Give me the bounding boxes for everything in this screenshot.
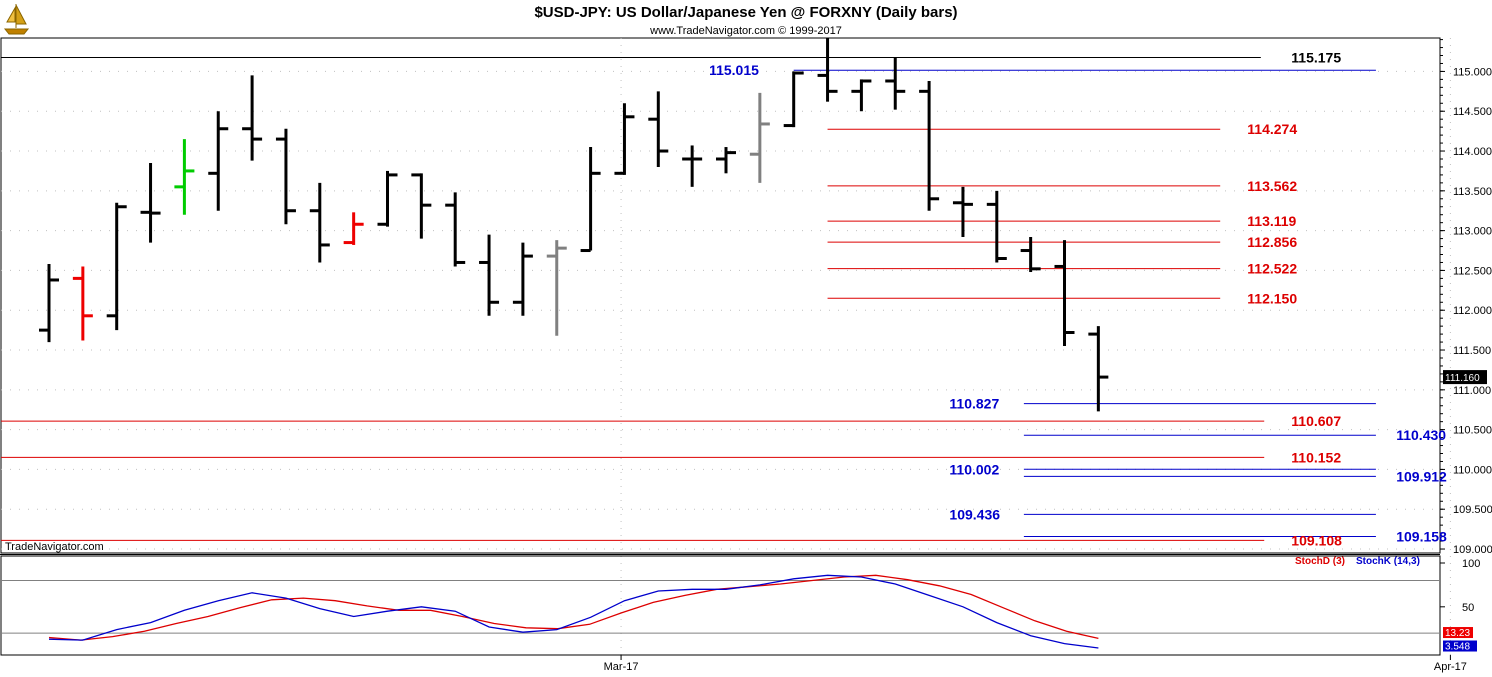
ohlc-bar <box>343 212 364 245</box>
price-axis-label: 109.000 <box>1453 544 1492 556</box>
price-axis-label: 110.000 <box>1453 464 1492 476</box>
ohlc-bar <box>1088 326 1109 412</box>
level-label: 109.108 <box>1291 532 1342 548</box>
ohlc-bar <box>580 147 601 253</box>
stoch-k-value-flag <box>1443 640 1477 652</box>
stoch-axis-label: 50 <box>1462 602 1474 614</box>
stoch-panel: 100 50 StochD (3) StochK (14,3) 13.23 3.548 <box>0 555 1480 656</box>
ohlc-bar <box>919 80 940 211</box>
ohlc-bar <box>445 192 466 267</box>
level-label: 110.430 <box>1396 427 1446 443</box>
price-axis-label: 115.000 <box>1453 66 1492 78</box>
ohlc-bar <box>952 186 973 237</box>
level-label: 109.158 <box>1396 528 1447 544</box>
ohlc-bar <box>377 170 398 227</box>
ohlc-bar <box>275 128 296 225</box>
price-axis-label: 111.500 <box>1453 345 1491 357</box>
stoch-d-legend: StochD (3) <box>1295 556 1345 567</box>
price-axis-label: 113.500 <box>1453 186 1492 198</box>
level-label: 112.150 <box>1247 290 1297 306</box>
level-label: 112.522 <box>1247 261 1297 277</box>
stoch-d-line <box>48 574 1099 641</box>
ohlc-bar <box>546 240 567 336</box>
level-label: 115.015 <box>709 62 759 78</box>
ohlc-bar <box>1054 240 1075 347</box>
ohlc-bar <box>648 91 669 167</box>
ohlc-bar <box>614 103 635 175</box>
chart-subtitle: www.TradeNavigator.com © 1999-2017 <box>649 25 842 37</box>
price-panel-frame <box>0 37 1441 554</box>
price-axis-label: 110.500 <box>1453 425 1492 437</box>
stoch-panel-frame <box>0 555 1441 656</box>
price-axis-label: 112.500 <box>1453 265 1492 277</box>
price-axis-label: 113.000 <box>1453 226 1492 238</box>
ohlc-bar <box>39 264 59 343</box>
price-axis-label: 109.500 <box>1453 504 1492 516</box>
ohlc-bar <box>682 145 703 187</box>
price-axis-label: 112.000 <box>1453 305 1492 317</box>
level-label: 115.175 <box>1291 50 1341 66</box>
level-label: 110.152 <box>1291 449 1341 465</box>
price-panel: 115.000 114.500 114.000 113.500 113.000 112.5… <box>0 37 1492 673</box>
level-label: 113.119 <box>1247 213 1296 229</box>
level-label: 109.436 <box>949 506 1000 522</box>
ohlc-bar <box>817 38 838 102</box>
last-price-label: 111.160 <box>1445 373 1480 384</box>
stoch-axis-label: 100 <box>1462 558 1480 570</box>
tradenavigator-logo-icon <box>3 4 30 35</box>
ohlc-bar <box>851 79 872 112</box>
ohlc-bar <box>885 57 906 110</box>
ohlc-bar <box>783 71 804 128</box>
ohlc-bar <box>1020 236 1041 273</box>
ohlc-bar <box>716 147 736 174</box>
price-axis-label: 114.000 <box>1453 146 1492 158</box>
level-label: 113.562 <box>1247 178 1297 194</box>
ohlc-bar <box>72 266 93 341</box>
ohlc-bar <box>749 92 770 183</box>
level-label: 110.827 <box>949 396 999 412</box>
ohlc-bar <box>208 111 229 211</box>
chart-header: $USD-JPY: US Dollar/Japanese Yen @ FORXN… <box>534 4 957 37</box>
stoch-k-value-label: 3.548 <box>1445 642 1470 653</box>
ohlc-bar <box>242 75 263 161</box>
stoch-d-value-label: 13.23 <box>1445 628 1470 639</box>
level-label: 109.912 <box>1396 468 1447 484</box>
watermark-label: TradeNavigator.com <box>5 541 104 553</box>
level-label: 114.274 <box>1247 121 1297 137</box>
stoch-k-line <box>48 574 1099 649</box>
ohlc-bar <box>512 242 533 316</box>
stoch-k-legend: StochK (14,3) <box>1356 556 1420 567</box>
last-price-flag <box>1443 370 1487 385</box>
ohlc-bar <box>140 162 161 243</box>
price-axis-label: 111.000 <box>1453 385 1491 397</box>
ohlc-bar <box>106 202 127 331</box>
ohlc-bar <box>309 182 330 263</box>
ohlc-bar <box>411 173 432 239</box>
level-label: 112.856 <box>1247 234 1297 250</box>
stoch-d-value-flag <box>1443 627 1473 639</box>
price-axis-label: 114.500 <box>1453 106 1492 118</box>
level-label: 110.002 <box>949 461 999 477</box>
chart-title: $USD-JPY: US Dollar/Japanese Yen @ FORXN… <box>534 4 957 21</box>
ohlc-bar <box>986 190 1007 263</box>
ohlc-bar <box>479 234 500 316</box>
level-label: 110.607 <box>1291 413 1341 429</box>
time-axis-label: Mar-17 <box>604 661 639 673</box>
ohlc-bar <box>174 139 195 215</box>
time-axis-label: Apr-17 <box>1434 661 1467 673</box>
